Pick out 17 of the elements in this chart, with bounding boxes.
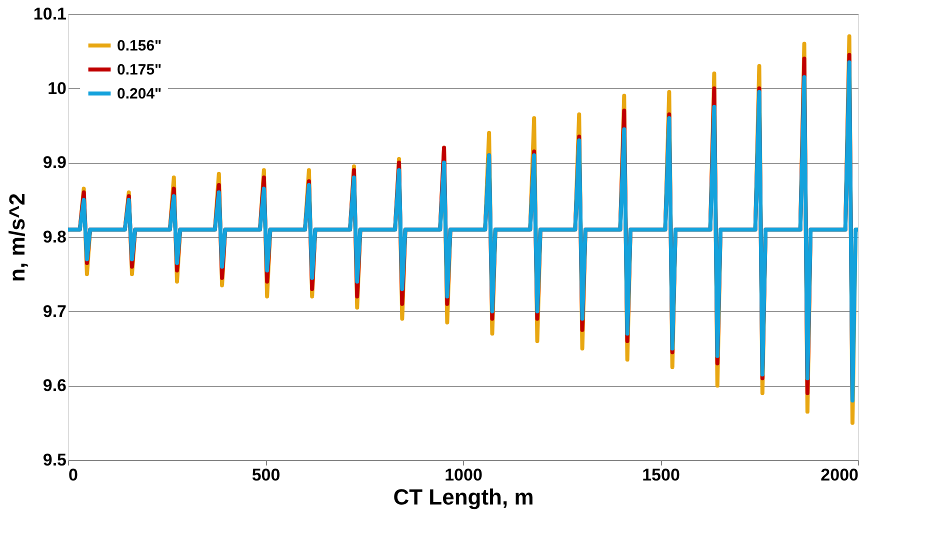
x-tick-label: 500	[252, 466, 280, 484]
x-tick-label: 0	[68, 466, 78, 484]
legend-label: 0.175"	[117, 62, 162, 78]
y-axis-title: n, m/s^2	[4, 193, 30, 282]
legend-label: 0.156"	[117, 38, 162, 54]
legend-label: 0.204"	[117, 86, 162, 102]
y-tick-label: 9.8	[42, 228, 66, 246]
x-tick-label: 1500	[642, 466, 680, 484]
y-tick-label: 10	[48, 78, 66, 98]
x-tick-label: 2000	[820, 466, 858, 484]
y-tick-label: 9.6	[42, 376, 66, 396]
y-tick-label: 9.7	[42, 302, 66, 321]
y-tick-label: 9.9	[42, 153, 66, 172]
x-axis-title: CT Length, m	[393, 484, 534, 510]
x-tick-label: 1000	[444, 466, 482, 484]
y-tick-label: 9.5	[42, 450, 66, 470]
y-tick-label: 10.1	[33, 4, 66, 24]
